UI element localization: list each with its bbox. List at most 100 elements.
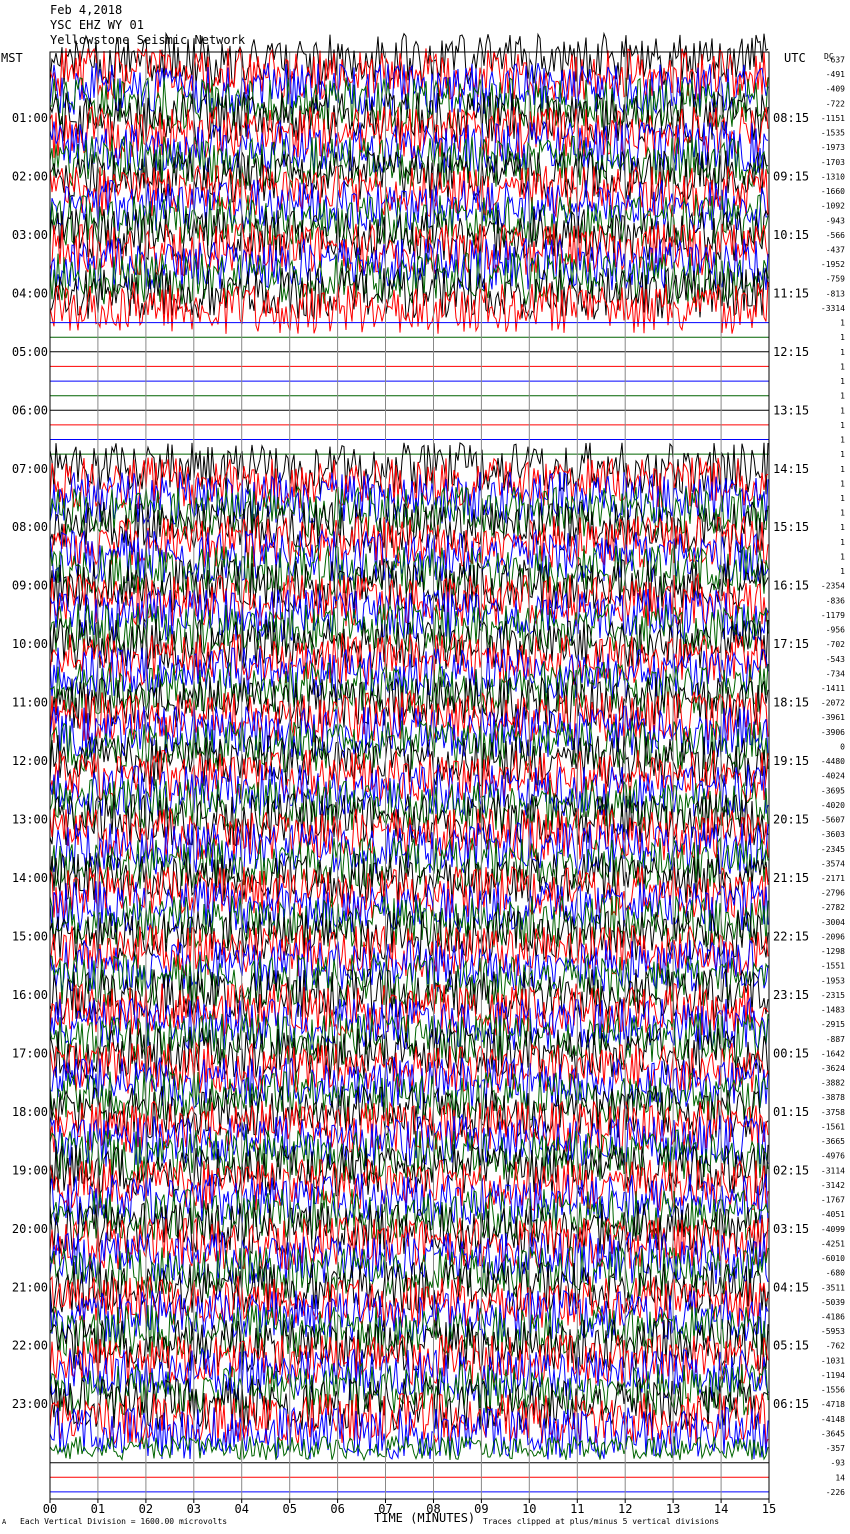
dc-offset-label: -3314 bbox=[821, 304, 845, 313]
dc-offset-label: -2171 bbox=[821, 874, 845, 883]
trace-row-44 bbox=[49, 676, 769, 729]
trace-row-82 bbox=[49, 1231, 769, 1285]
dc-offset-label: -2782 bbox=[821, 903, 845, 912]
dc-offset-label: 1 bbox=[840, 362, 845, 371]
right-hour-label: 00:15 bbox=[773, 1046, 809, 1060]
dc-offset-label: -680 bbox=[826, 1269, 845, 1278]
left-hour-label: 20:00 bbox=[12, 1222, 48, 1236]
trace-row-53 bbox=[49, 808, 769, 861]
right-hour-labels: 08:15 09:15 10:15 11:15 12:15 13:15 14:15 15:15… bbox=[773, 111, 809, 1411]
right-hour-label: 17:15 bbox=[773, 637, 809, 651]
dc-offset-label: -1194 bbox=[821, 1371, 845, 1380]
dc-offset-label: -543 bbox=[826, 655, 845, 664]
right-hour-label: 21:15 bbox=[773, 871, 809, 885]
plot-frame bbox=[49, 51, 770, 1500]
footer-right-note: Traces clipped at plus/minus 5 vertical … bbox=[483, 1517, 719, 1526]
dc-offset-label: -4251 bbox=[821, 1239, 845, 1248]
x-tick-label: 09 bbox=[474, 1502, 488, 1516]
left-hour-label: 14:00 bbox=[12, 871, 48, 885]
dc-offset-label: -1031 bbox=[821, 1356, 845, 1365]
left-hour-label: 12:00 bbox=[12, 754, 48, 768]
dc-offset-label: -3665 bbox=[821, 1137, 845, 1146]
trace-row-64 bbox=[49, 968, 769, 1023]
dc-offset-label: -1953 bbox=[821, 976, 845, 985]
right-hour-label: 05:15 bbox=[773, 1339, 809, 1353]
left-hour-label: 11:00 bbox=[12, 696, 48, 710]
grid-layer bbox=[97, 52, 722, 1499]
trace-row-58 bbox=[49, 881, 769, 934]
trace-row-74 bbox=[49, 1113, 769, 1168]
dc-offset-label: -2096 bbox=[821, 933, 845, 942]
right-hour-label: 13:15 bbox=[773, 403, 809, 417]
x-tick-label: 05 bbox=[282, 1502, 296, 1516]
dc-offset-label: -2354 bbox=[821, 582, 845, 591]
dc-offset-label: 1 bbox=[840, 392, 845, 401]
trace-row-35 bbox=[49, 544, 769, 598]
trace-row-87 bbox=[49, 1305, 769, 1358]
header-source: Yellowstone Seismic Network bbox=[50, 33, 246, 47]
dc-offset-label: -1973 bbox=[821, 143, 845, 152]
trace-row-65 bbox=[49, 982, 769, 1037]
dc-offset-label: -4186 bbox=[821, 1313, 845, 1322]
dc-offset-label: -226 bbox=[826, 1488, 845, 1497]
x-tick-label: 08 bbox=[426, 1502, 440, 1516]
dc-offset-label: -5607 bbox=[821, 816, 845, 825]
dc-offset-label: -956 bbox=[826, 626, 845, 635]
trace-row-47 bbox=[49, 720, 769, 773]
trace-row-4 bbox=[49, 90, 769, 144]
trace-row-59 bbox=[49, 895, 769, 949]
dc-offset-label: -3695 bbox=[821, 786, 845, 795]
trace-row-69 bbox=[49, 1041, 769, 1094]
dc-offset-label: -93 bbox=[831, 1459, 846, 1468]
dc-offset-label: -5039 bbox=[821, 1298, 845, 1307]
dc-offset-label: 1 bbox=[840, 450, 845, 459]
trace-row-72 bbox=[49, 1085, 769, 1139]
dc-offset-label: -2072 bbox=[821, 699, 845, 708]
left-hour-label: 01:00 bbox=[12, 111, 48, 125]
x-tick-label: 07 bbox=[378, 1502, 392, 1516]
trace-row-10 bbox=[49, 179, 769, 233]
dc-offset-label: -1556 bbox=[821, 1386, 845, 1395]
left-hour-label: 08:00 bbox=[12, 520, 48, 534]
dc-offset-label: 1 bbox=[840, 406, 845, 415]
dc-offset-label: -1411 bbox=[821, 684, 845, 693]
header-station: YSC EHZ WY 01 bbox=[50, 18, 144, 32]
trace-row-2 bbox=[49, 62, 769, 117]
trace-row-41 bbox=[49, 631, 769, 687]
x-tick-label: 10 bbox=[522, 1502, 536, 1516]
dc-offset-label: -437 bbox=[826, 246, 845, 255]
trace-row-89 bbox=[49, 1333, 769, 1387]
dc-offset-label: -1703 bbox=[821, 158, 845, 167]
right-hour-label: 03:15 bbox=[773, 1222, 809, 1236]
right-hour-label: 01:15 bbox=[773, 1105, 809, 1119]
dc-offset-label: -5953 bbox=[821, 1327, 845, 1336]
dc-offset-label: 1 bbox=[840, 377, 845, 386]
dc-offset-label: -4480 bbox=[821, 757, 845, 766]
trace-row-62 bbox=[49, 938, 769, 992]
dc-offset-label: -1298 bbox=[821, 947, 845, 956]
trace-row-15 bbox=[49, 251, 769, 305]
left-hour-label: 23:00 bbox=[12, 1397, 48, 1411]
right-hour-label: 10:15 bbox=[773, 228, 809, 242]
dc-offset-label: -3645 bbox=[821, 1429, 845, 1438]
dc-offset-label: -813 bbox=[826, 289, 845, 298]
dc-offset-label: -637 bbox=[826, 56, 845, 65]
dc-offset-label: -762 bbox=[826, 1342, 845, 1351]
dc-offset-label: -1310 bbox=[821, 172, 845, 181]
dc-offset-label: -1952 bbox=[821, 260, 845, 269]
right-hour-label: 09:15 bbox=[773, 169, 809, 183]
right-hour-label: 08:15 bbox=[773, 111, 809, 125]
trace-row-38 bbox=[49, 588, 769, 643]
left-hour-label: 16:00 bbox=[12, 988, 48, 1002]
left-hour-label: 09:00 bbox=[12, 579, 48, 593]
trace-row-84 bbox=[49, 1261, 769, 1315]
right-hour-label: 11:15 bbox=[773, 286, 809, 300]
left-axis-label: MST bbox=[1, 51, 23, 65]
trace-row-77 bbox=[49, 1158, 769, 1212]
left-hour-label: 21:00 bbox=[12, 1280, 48, 1294]
trace-row-54 bbox=[49, 821, 769, 875]
trace-row-51 bbox=[49, 778, 769, 832]
trace-row-29 bbox=[49, 457, 769, 510]
left-hour-label: 17:00 bbox=[12, 1046, 48, 1060]
